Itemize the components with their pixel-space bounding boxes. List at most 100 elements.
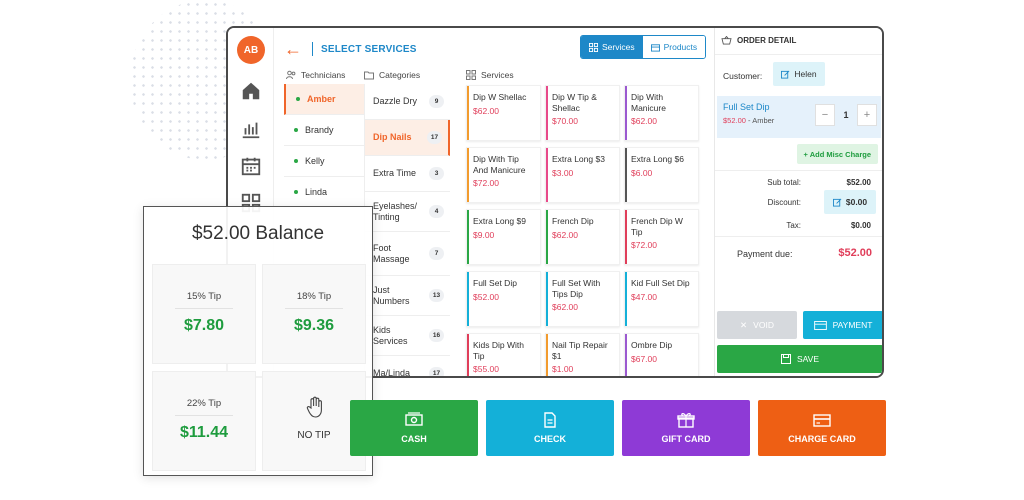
quantity-value: 1	[843, 110, 849, 120]
check-button[interactable]: CHECK	[486, 400, 614, 456]
category-item[interactable]: Eyelashes/ Tinting 4	[365, 192, 450, 232]
service-tile[interactable]: Dip With Manicure $62.00	[624, 85, 699, 141]
service-price: $9.00	[473, 229, 495, 240]
service-tile[interactable]: French Dip W Tip $72.00	[624, 209, 699, 265]
service-tile[interactable]: French Dip $62.00	[545, 209, 620, 265]
tip-option-15[interactable]: 15% Tip $7.80	[152, 264, 256, 364]
technician-item[interactable]: Linda	[284, 177, 364, 208]
online-dot	[294, 128, 298, 132]
payment-button-label: PAYMENT	[832, 320, 873, 330]
page-title: SELECT SERVICES	[321, 43, 417, 55]
service-tile[interactable]: Nail Tip Repair $1 $1.00	[545, 333, 620, 376]
decrement-button[interactable]: −	[815, 104, 835, 126]
edit-icon	[832, 198, 842, 207]
tip-amount: $11.44	[179, 424, 229, 441]
service-tile[interactable]: Dip W Shellac $62.00	[466, 85, 541, 141]
void-button[interactable]: ✕ VOID	[717, 311, 797, 339]
technician-list: Amber Brandy Kelly Linda	[284, 84, 364, 208]
gift-card-button[interactable]: GIFT CARD	[622, 400, 750, 456]
tab-services[interactable]: Services	[581, 36, 643, 58]
technician-item[interactable]: Kelly	[284, 146, 364, 177]
category-item[interactable]: Ma/Linda 17	[365, 356, 450, 378]
save-button[interactable]: SAVE	[717, 345, 882, 373]
tab-products[interactable]: Products	[642, 36, 706, 58]
service-name: French Dip W Tip	[631, 216, 683, 237]
categories-header: Categories	[364, 70, 420, 80]
cash-icon	[405, 412, 423, 426]
order-line-item[interactable]: Full Set Dip $52.00 - Amber − 1 +	[717, 96, 881, 138]
no-tip-label: NO TIP	[297, 430, 331, 441]
category-count: 3	[429, 167, 444, 180]
category-name: Dip Nails	[373, 132, 412, 143]
gift-card-icon	[677, 413, 695, 428]
service-tile[interactable]: Ombre Dip $67.00	[624, 333, 699, 376]
basket-icon	[721, 36, 732, 45]
pos-window: AB ← SELECT SERVICES Services Products	[226, 26, 884, 378]
service-tile[interactable]: Extra Long $9 $9.00	[466, 209, 541, 265]
technician-name: Brandy	[305, 125, 334, 135]
service-price: $70.00	[552, 116, 578, 127]
home-icon[interactable]	[240, 80, 262, 102]
technicians-header-label: Technicians	[301, 70, 346, 80]
service-tile[interactable]: Kid Full Set Dip $47.00	[624, 271, 699, 327]
discount-button[interactable]: $0.00	[824, 190, 876, 214]
category-item[interactable]: Just Numbers 13	[365, 276, 450, 316]
cash-button[interactable]: CASH	[350, 400, 478, 456]
tip-amount: $9.36	[293, 317, 335, 334]
payment-button[interactable]: PAYMENT	[803, 311, 882, 339]
back-arrow-icon[interactable]: ←	[284, 39, 302, 59]
service-name: Kids Dip With Tip	[473, 340, 525, 361]
calendar-icon[interactable]	[240, 155, 262, 177]
service-tile[interactable]: Dip With Tip And Manicure $72.00	[466, 147, 541, 203]
category-name: Ma/Linda	[373, 368, 411, 378]
service-tile[interactable]: Full Set With Tips Dip $62.00	[545, 271, 620, 327]
charge-card-button[interactable]: CHARGE CARD	[758, 400, 886, 456]
save-button-label: SAVE	[796, 354, 820, 364]
service-name: Ombre Dip	[631, 340, 673, 350]
category-item[interactable]: Dip Nails 17	[365, 120, 450, 156]
category-count: 13	[429, 289, 444, 302]
close-icon: ✕	[740, 319, 748, 330]
service-price: $47.00	[631, 291, 657, 302]
service-tile[interactable]: Extra Long $3 $3.00	[545, 147, 620, 203]
tab-products-label: Products	[663, 42, 698, 52]
service-tile[interactable]: Dip W Tip & Shellac $70.00	[545, 85, 620, 141]
category-item[interactable]: Kids Services 16	[365, 316, 450, 356]
avatar[interactable]: AB	[237, 36, 265, 64]
service-name: Extra Long $3	[552, 154, 605, 164]
categories-header-label: Categories	[379, 70, 421, 80]
category-item[interactable]: Foot Massage 7	[365, 232, 450, 276]
technician-name: Linda	[305, 187, 328, 197]
technician-item[interactable]: Brandy	[284, 115, 364, 146]
category-item[interactable]: Extra Time 3	[365, 156, 450, 192]
header-divider	[312, 42, 313, 56]
service-name: Extra Long $6	[631, 154, 684, 164]
service-tile[interactable]: Full Set Dip $52.00	[466, 271, 541, 327]
services-header-label: Services	[481, 70, 514, 80]
service-name: Kid Full Set Dip	[631, 278, 690, 288]
tip-option-18[interactable]: 18% Tip $9.36	[262, 264, 366, 364]
technician-item[interactable]: Amber	[284, 84, 364, 115]
service-tile[interactable]: Extra Long $6 $6.00	[624, 147, 699, 203]
increment-button[interactable]: +	[857, 104, 877, 126]
tip-option-22[interactable]: 22% Tip $11.44	[152, 371, 256, 471]
customer-name: Helen	[794, 69, 817, 79]
category-count: 17	[427, 131, 442, 144]
category-count: 7	[429, 247, 444, 260]
category-item[interactable]: Dazzle Dry 9	[365, 84, 450, 120]
category-list: Dazzle Dry 9 Dip Nails 17 Extra Time 3 Eyel…	[364, 84, 450, 378]
service-price: $55.00	[473, 364, 499, 375]
services-grid: Dip W Shellac $62.00 Dip W Tip & Shellac $…	[466, 85, 702, 376]
tab-services-label: Services	[602, 42, 635, 52]
service-price: $52.00	[473, 291, 499, 302]
chart-icon[interactable]	[240, 118, 262, 140]
edit-icon	[781, 70, 790, 79]
service-name: Extra Long $9	[473, 216, 526, 226]
charge-card-label: CHARGE CARD	[788, 434, 856, 444]
add-misc-charge-button[interactable]: + Add Misc Charge	[796, 144, 878, 164]
service-tile[interactable]: Kids Dip With Tip $55.00	[466, 333, 541, 376]
line-item-details: $52.00 - Amber	[723, 116, 875, 125]
customer-button[interactable]: Helen	[773, 62, 825, 86]
tip-percent: 22% Tip	[186, 398, 222, 409]
category-name: Foot Massage	[373, 242, 410, 264]
